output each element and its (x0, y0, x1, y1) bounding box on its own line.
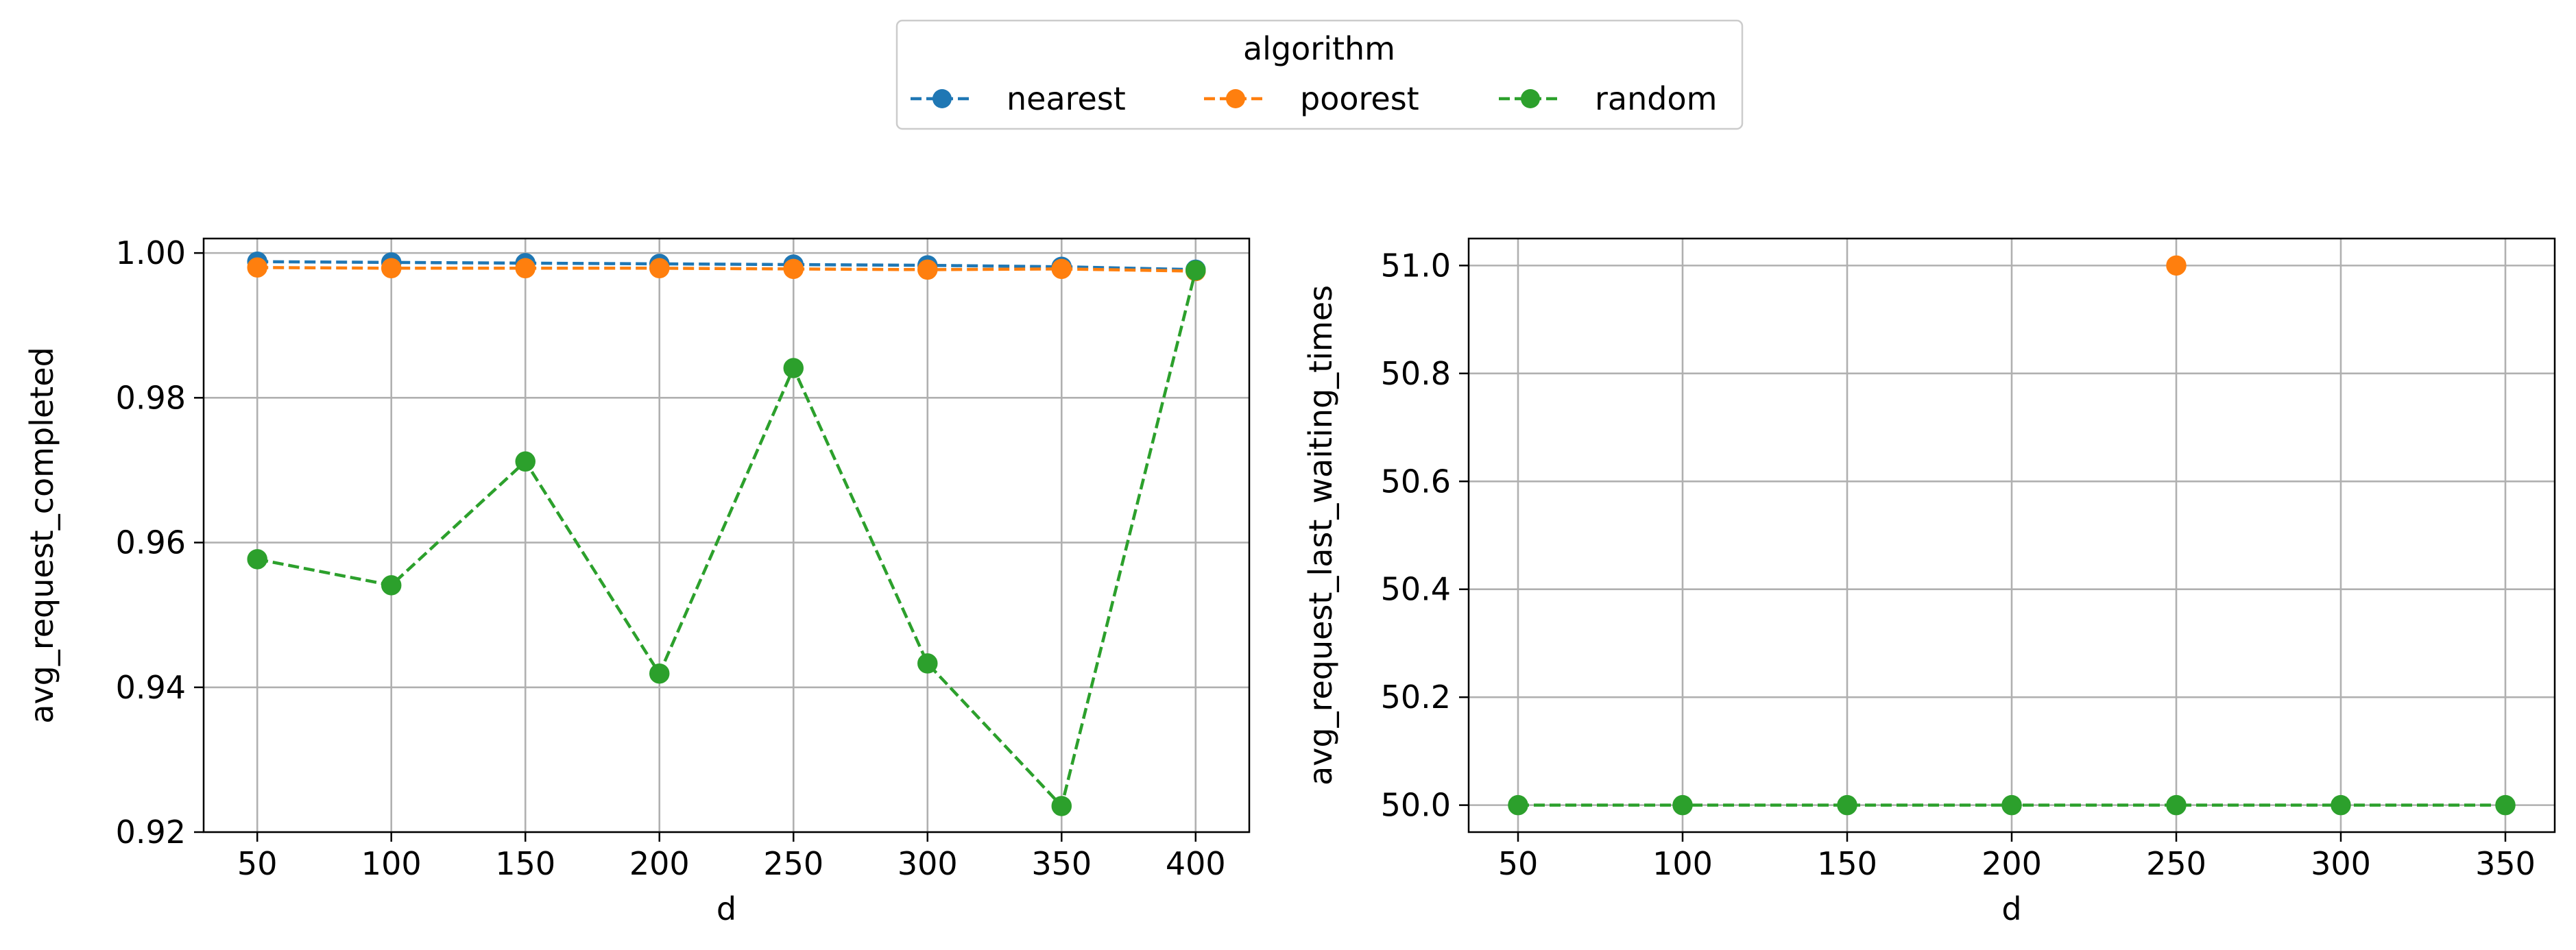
data-point-random (649, 663, 670, 684)
legend-marker-poorest (1226, 89, 1245, 108)
data-point-poorest (917, 259, 938, 280)
y-tick-label: 0.92 (116, 814, 186, 851)
y-tick-label: 0.98 (116, 379, 186, 416)
legend-entry-poorest: poorest (1204, 80, 1419, 117)
x-axis-label: d (717, 890, 736, 927)
data-point-random (1837, 794, 1857, 816)
series-line-random (256, 269, 1197, 809)
legend-label-nearest: nearest (1007, 80, 1126, 117)
data-point-random (247, 549, 267, 570)
legend-entry-nearest: nearest (911, 80, 1126, 117)
data-point-random (917, 653, 938, 674)
data-point-poorest (515, 258, 535, 279)
data-point-random (783, 358, 804, 378)
y-tick-label: 50.0 (1381, 787, 1451, 824)
series-random (247, 260, 1206, 816)
x-tick-label: 150 (495, 845, 555, 882)
data-point-random (2166, 794, 2187, 816)
x-tick-label: 350 (2475, 845, 2536, 882)
data-point-random (1185, 260, 1206, 281)
legend: algorithm nearest poorest random (895, 19, 1744, 130)
data-point-random (1051, 796, 1072, 816)
y-tick-label: 50.2 (1381, 679, 1451, 716)
data-point-random (1508, 794, 1528, 816)
data-point-poorest (783, 258, 804, 280)
y-tick-label: 1.00 (116, 234, 186, 271)
y-axis-label: avg_request_completed (23, 347, 60, 724)
x-tick-label: 50 (237, 845, 278, 882)
series-line-nearest (257, 260, 1196, 271)
x-tick-label: 50 (1498, 845, 1539, 882)
x-tick-label: 300 (898, 845, 958, 882)
series-line-poorest (257, 265, 1196, 273)
y-tick-label: 50.8 (1381, 355, 1451, 392)
x-tick-label: 100 (361, 845, 422, 882)
y-tick-label: 50.4 (1381, 571, 1451, 608)
data-point-poorest (2166, 255, 2187, 276)
data-point-random (2495, 794, 2516, 816)
y-tick-label: 50.6 (1381, 463, 1451, 500)
x-tick-label: 250 (2146, 845, 2206, 882)
legend-label-random: random (1595, 80, 1717, 117)
y-tick-label: 51.0 (1381, 247, 1451, 284)
data-point-random (515, 451, 535, 472)
data-point-poorest (381, 258, 402, 279)
legend-title: algorithm (1243, 30, 1395, 67)
series-poorest (2166, 255, 2187, 276)
x-tick-label: 400 (1166, 845, 1226, 882)
y-tick-label: 0.94 (116, 669, 186, 706)
legend-marker-random (1521, 89, 1540, 108)
data-point-random (1672, 794, 1693, 816)
x-tick-label: 100 (1652, 845, 1713, 882)
x-tick-label: 200 (629, 845, 690, 882)
data-point-random (381, 575, 402, 596)
x-tick-label: 300 (2311, 845, 2371, 882)
x-axis-label: d (2001, 890, 2021, 927)
chart-panel-left: 50 100 150 200 250 300 350 400 0.92 0.94 0.96 0.98 1… (23, 234, 1251, 927)
data-point-poorest (1051, 258, 1072, 280)
y-axis-label: avg_request_last_waiting_times (1302, 285, 1339, 785)
data-point-poorest (247, 257, 267, 278)
data-point-random (2331, 794, 2351, 816)
series-random (1508, 794, 2516, 816)
x-tick-label: 200 (1982, 845, 2042, 882)
y-tick-label: 0.96 (116, 524, 186, 561)
legend-label-poorest: poorest (1300, 80, 1419, 117)
legend-entry-random: random (1499, 80, 1717, 117)
x-tick-label: 250 (763, 845, 823, 882)
data-point-poorest (649, 258, 670, 279)
x-tick-label: 150 (1817, 845, 1877, 882)
series-poorest (247, 257, 1206, 282)
legend-marker-nearest (932, 89, 952, 108)
data-point-random (2001, 794, 2022, 816)
axes-frame (202, 237, 1251, 833)
chart-panel-right: 50 100 150 200 250 300 350 50.0 50.2 50.4 50.6 50.8… (1302, 237, 2556, 927)
x-tick-label: 350 (1031, 845, 1092, 882)
